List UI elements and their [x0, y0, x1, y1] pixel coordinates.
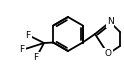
Text: O: O: [105, 49, 111, 59]
Text: F: F: [25, 30, 31, 39]
Text: F: F: [33, 53, 39, 63]
Text: N: N: [107, 18, 113, 26]
Text: F: F: [19, 45, 25, 55]
